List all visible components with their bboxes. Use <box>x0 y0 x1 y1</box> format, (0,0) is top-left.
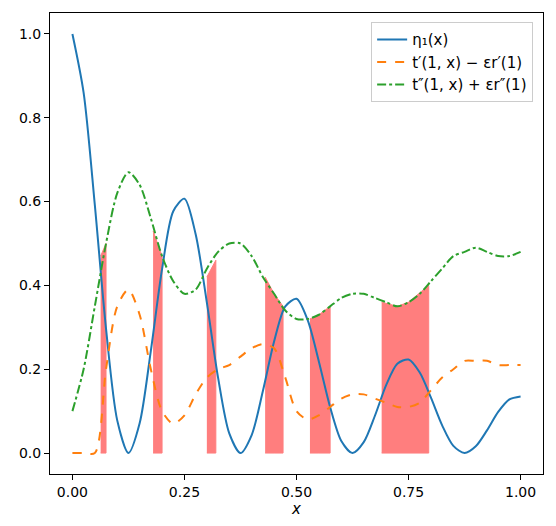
svg-text:0.4: 0.4 <box>19 277 41 293</box>
svg-text:t″(1, x) + εr″(1): t″(1, x) + εr″(1) <box>412 76 526 94</box>
svg-text:0.25: 0.25 <box>169 484 200 500</box>
svg-text:1.00: 1.00 <box>505 484 536 500</box>
svg-text:0.0: 0.0 <box>19 445 41 461</box>
svg-text:t′(1, x) − εr′(1): t′(1, x) − εr′(1) <box>412 54 522 72</box>
svg-text:0.6: 0.6 <box>19 193 41 209</box>
svg-text:0.00: 0.00 <box>57 484 88 500</box>
svg-text:0.50: 0.50 <box>281 484 312 500</box>
svg-text:1.0: 1.0 <box>19 26 41 42</box>
svg-text:η₁(x): η₁(x) <box>412 31 448 49</box>
svg-text:0.8: 0.8 <box>19 110 41 126</box>
svg-text:x: x <box>291 500 301 518</box>
svg-text:0.2: 0.2 <box>19 361 41 377</box>
svg-text:0.75: 0.75 <box>393 484 424 500</box>
